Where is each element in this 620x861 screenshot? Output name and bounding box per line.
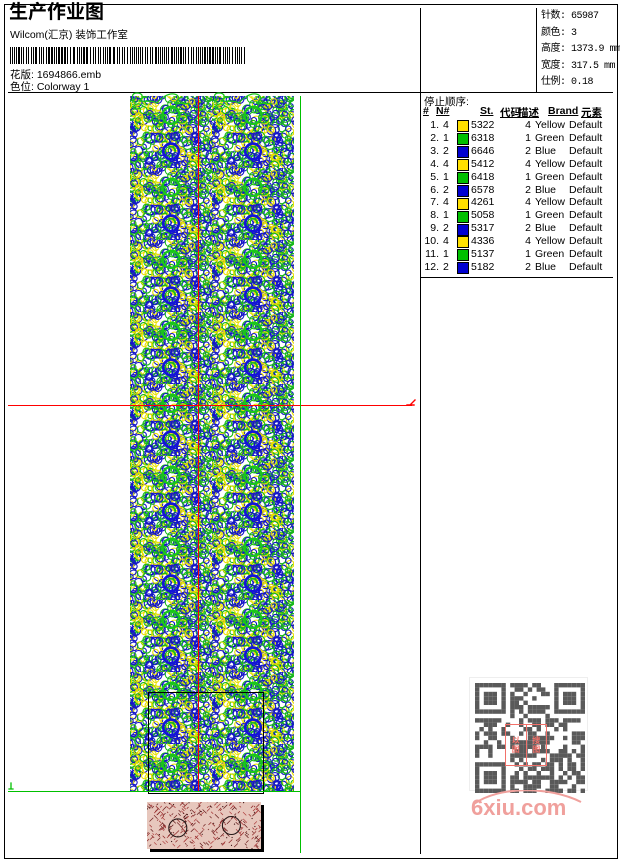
svg-text:6xiu.com: 6xiu.com — [471, 795, 566, 818]
